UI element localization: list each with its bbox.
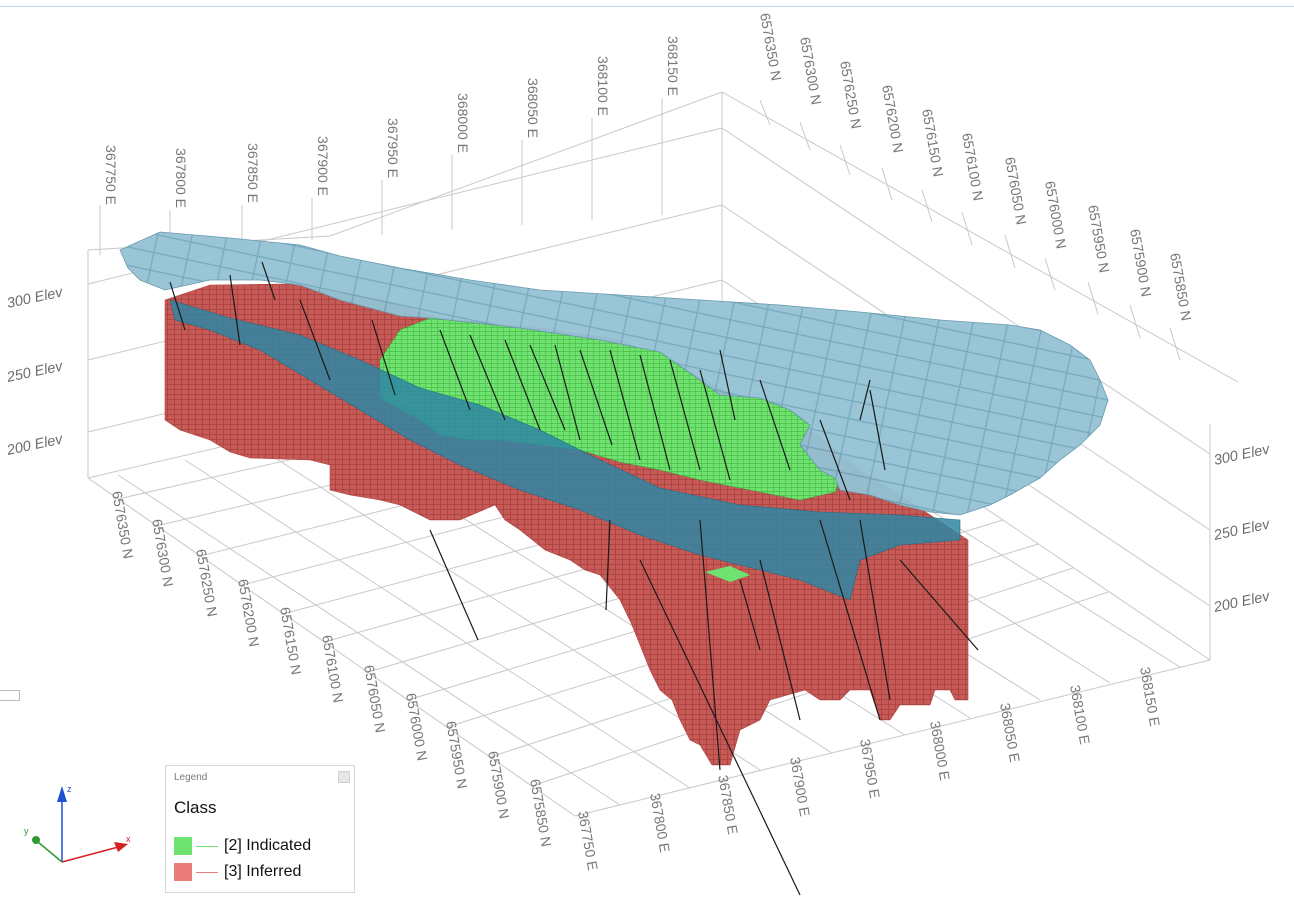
inferred-swatch bbox=[174, 863, 192, 881]
tick-label: 367950 E bbox=[857, 738, 883, 800]
tick-label: 6576300 N bbox=[149, 518, 177, 588]
tick-label: 6576050 N bbox=[1002, 156, 1030, 226]
z-axis-arrow-icon bbox=[57, 786, 67, 802]
y-axis-arrow-icon bbox=[32, 836, 40, 844]
tick-label: 6576050 N bbox=[361, 664, 389, 734]
tick-label: 6575900 N bbox=[1127, 228, 1155, 298]
tick-label: 6575900 N bbox=[485, 750, 513, 820]
indicated-patch[interactable] bbox=[705, 566, 750, 582]
east-axis-bottom: 367750 E 367800 E 367850 E 367900 E 3679… bbox=[575, 666, 1163, 872]
elev-label: 250 Elev bbox=[5, 358, 65, 386]
tick-label: 367850 E bbox=[245, 143, 261, 203]
tick-label: 367900 E bbox=[315, 136, 331, 196]
tick-label: 367750 E bbox=[575, 810, 601, 872]
top-surface-layer[interactable] bbox=[119, 231, 1109, 516]
tick-label: 6576150 N bbox=[277, 606, 305, 676]
tick-label: 6576250 N bbox=[837, 60, 865, 130]
tick-label: 368100 E bbox=[595, 56, 611, 116]
legend-item-label: [2] Indicated bbox=[224, 837, 312, 854]
tick-label: 6576100 N bbox=[959, 132, 987, 202]
legend-close-button[interactable] bbox=[338, 771, 350, 783]
elev-label: 200 Elev bbox=[5, 431, 65, 459]
tick-label: 6575850 N bbox=[527, 778, 555, 848]
legend-heading: Class bbox=[174, 798, 217, 817]
panel-collapse-handle[interactable] bbox=[0, 690, 20, 701]
legend-item-label: [3] Inferred bbox=[224, 863, 302, 880]
legend-panel[interactable]: Legend Class [2] Indicated [3] Inferred bbox=[165, 765, 355, 893]
legend-panel-title: Legend bbox=[174, 772, 208, 783]
east-axis-top: 367750 E 367800 E 367850 E 367900 E 3679… bbox=[103, 36, 681, 208]
tick-label: 367950 E bbox=[385, 118, 401, 178]
tick-label: 367800 E bbox=[647, 792, 673, 854]
drillhole-traces bbox=[169, 261, 979, 896]
elev-label: 250 Elev bbox=[1212, 516, 1272, 544]
elevation-axis-right: 300 Elev 250 Elev 200 Elev bbox=[1212, 441, 1272, 616]
axis-triad: z x y bbox=[24, 784, 131, 863]
north-axis-top: 6576350 N 6576300 N 6576250 N 6576200 N … bbox=[757, 12, 1195, 322]
tick-label: 367750 E bbox=[103, 145, 119, 205]
tick-label: 368000 E bbox=[455, 93, 471, 153]
viewport-top-border bbox=[0, 6, 1294, 7]
seam-layer[interactable] bbox=[169, 299, 961, 601]
elev-label: 200 Elev bbox=[1212, 588, 1272, 616]
tick-label: 367800 E bbox=[173, 148, 189, 208]
tick-label: 6576000 N bbox=[1042, 180, 1070, 250]
elevation-axis-left: 300 Elev 250 Elev 200 Elev bbox=[5, 284, 65, 459]
legend-item-inferred: [3] Inferred bbox=[174, 862, 301, 882]
tick-label: 6575950 N bbox=[1085, 204, 1113, 274]
tick-label: 368150 E bbox=[1137, 666, 1163, 728]
tick-label: 6576250 N bbox=[193, 548, 221, 618]
indicated-swatch bbox=[174, 837, 192, 855]
tick-label: 6576100 N bbox=[319, 634, 347, 704]
triad-y-label: y bbox=[24, 826, 29, 836]
tick-label: 368100 E bbox=[1067, 684, 1093, 746]
tick-label: 6576350 N bbox=[109, 490, 137, 560]
tick-label: 368000 E bbox=[927, 720, 953, 782]
tick-label: 6575850 N bbox=[1167, 252, 1195, 322]
tick-label: 368150 E bbox=[665, 36, 681, 96]
tick-label: 6576200 N bbox=[235, 578, 263, 648]
tick-label: 368050 E bbox=[997, 702, 1023, 764]
tick-label: 367900 E bbox=[787, 756, 813, 818]
tick-label: 368050 E bbox=[525, 78, 541, 138]
x-axis-arrow-icon bbox=[114, 842, 128, 852]
legend-item-indicated: [2] Indicated bbox=[174, 836, 311, 856]
inferred-line-swatch bbox=[196, 871, 218, 873]
indicated-line-swatch bbox=[196, 845, 218, 847]
tick-label: 6576000 N bbox=[403, 692, 431, 762]
tick-label: 367850 E bbox=[715, 774, 741, 836]
tick-label: 6576350 N bbox=[757, 12, 785, 82]
triad-z-label: z bbox=[67, 784, 72, 794]
tick-label: 6576150 N bbox=[919, 108, 947, 178]
tick-label: 6576200 N bbox=[879, 84, 907, 154]
tick-label: 6575950 N bbox=[443, 720, 471, 790]
tick-label: 6576300 N bbox=[797, 36, 825, 106]
elev-label: 300 Elev bbox=[6, 284, 65, 312]
elev-label: 300 Elev bbox=[1213, 441, 1272, 469]
triad-x-label: x bbox=[126, 834, 131, 844]
